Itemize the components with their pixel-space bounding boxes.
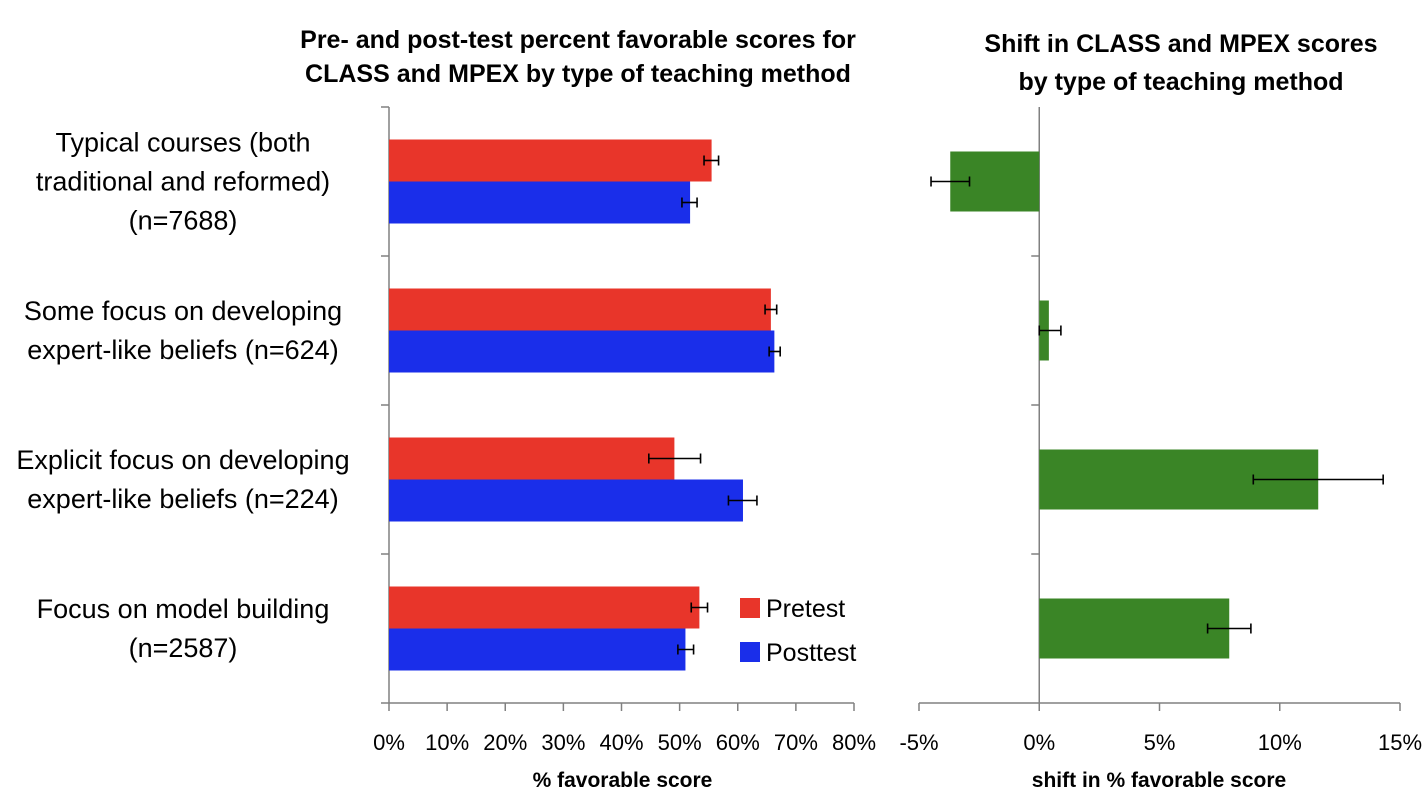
x-axis-label: % favorable score xyxy=(533,769,713,792)
left-chart-panel: Pre- and post-test percent favorable sco… xyxy=(16,26,876,792)
x-tick-label: 50% xyxy=(658,730,702,755)
x-tick-label: 0% xyxy=(373,730,405,755)
x-tick-label: 5% xyxy=(1144,730,1176,755)
x-tick-label: 80% xyxy=(832,730,876,755)
x-tick-label: 70% xyxy=(774,730,818,755)
bar-pretest xyxy=(389,288,771,331)
bar-posttest xyxy=(389,330,775,373)
bar-pretest xyxy=(389,139,712,182)
x-tick-label: 10% xyxy=(425,730,469,755)
bar-posttest xyxy=(389,479,743,522)
right-chart-panel: Shift in CLASS and MPEX scores by type of… xyxy=(899,30,1422,792)
chart-title-line: CLASS and MPEX by type of teaching metho… xyxy=(305,60,851,88)
bar-pretest xyxy=(389,437,675,480)
bar-pretest xyxy=(389,586,700,629)
category-label: Explicit focus on developing xyxy=(16,445,349,475)
category-label: Focus on model building xyxy=(37,594,330,624)
chart-title-line: Shift in CLASS and MPEX scores xyxy=(984,30,1377,58)
x-tick-label: 15% xyxy=(1378,730,1422,755)
bar-posttest xyxy=(389,628,686,671)
category-label: expert-like beliefs (n=224) xyxy=(27,484,338,514)
category-label: Some focus on developing xyxy=(24,296,342,326)
category-label: traditional and reformed) xyxy=(36,167,330,197)
chart-title-line: Pre- and post-test percent favorable sco… xyxy=(300,26,856,54)
category-label: Typical courses (both xyxy=(55,128,310,158)
category-label: expert-like beliefs (n=624) xyxy=(27,335,338,365)
legend-label-posttest: Posttest xyxy=(766,639,856,667)
chart-title-line: by type of teaching method xyxy=(1018,68,1343,96)
x-tick-label: -5% xyxy=(899,730,938,755)
x-axis-label: shift in % favorable score xyxy=(1032,769,1286,792)
category-label: (n=2587) xyxy=(129,633,238,663)
legend-label-pretest: Pretest xyxy=(766,595,845,623)
x-tick-label: 30% xyxy=(541,730,585,755)
bar-shift xyxy=(1039,598,1230,659)
bar-posttest xyxy=(389,181,691,224)
x-tick-label: 10% xyxy=(1258,730,1302,755)
category-label: (n=7688) xyxy=(129,206,238,236)
x-tick-label: 0% xyxy=(1023,730,1055,755)
x-tick-label: 40% xyxy=(599,730,643,755)
x-tick-label: 20% xyxy=(483,730,527,755)
legend-swatch-posttest xyxy=(740,642,760,662)
legend-swatch-pretest xyxy=(740,598,760,618)
x-tick-label: 60% xyxy=(716,730,760,755)
